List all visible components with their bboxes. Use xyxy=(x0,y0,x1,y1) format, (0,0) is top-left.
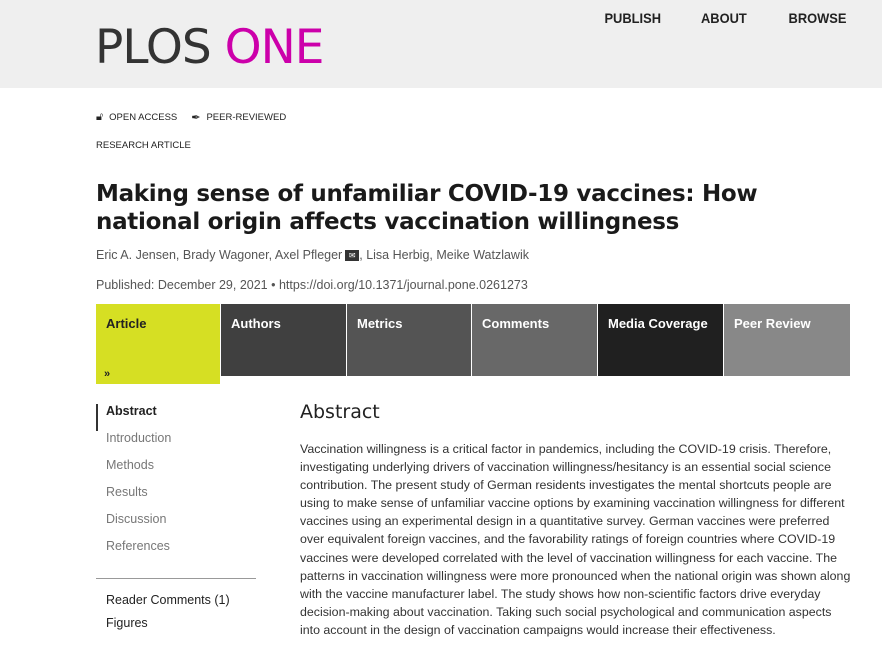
toc-discussion[interactable]: Discussion xyxy=(106,512,167,526)
tab-metrics[interactable]: Metrics xyxy=(347,304,471,376)
publication-info: Published: December 29, 2021 • https://d… xyxy=(96,278,528,292)
table-of-contents: Abstract Introduction Methods Results Di… xyxy=(96,404,256,639)
published-date: Published: December 29, 2021 xyxy=(96,278,268,292)
toc-reader-comments[interactable]: Reader Comments (1) xyxy=(106,593,230,607)
site-header: PLOS ONE PUBLISH ABOUT BROWSE xyxy=(0,0,882,88)
nav-browse[interactable]: BROWSE xyxy=(788,10,847,26)
bullet-separator: • xyxy=(271,278,279,292)
toc-abstract[interactable]: Abstract xyxy=(96,404,256,431)
tab-authors[interactable]: Authors xyxy=(221,304,346,376)
tab-comments[interactable]: Comments xyxy=(472,304,597,376)
tab-media-coverage[interactable]: Media Coverage xyxy=(598,304,723,376)
nav-about[interactable]: ABOUT xyxy=(700,10,747,26)
article-title: Making sense of unfamiliar COVID-19 vacc… xyxy=(96,181,758,235)
author-link[interactable]: Eric A. Jensen xyxy=(96,248,176,262)
nav-publish[interactable]: PUBLISH xyxy=(604,10,661,26)
open-access-label[interactable]: OPEN ACCESS xyxy=(109,112,178,123)
toc-references[interactable]: References xyxy=(106,539,170,553)
author-list: Eric A. Jensen, Brady Wagoner, Axel Pfle… xyxy=(96,248,529,262)
author-link[interactable]: Meike Watzlawik xyxy=(436,248,529,262)
toc-introduction[interactable]: Introduction xyxy=(106,431,172,445)
doi-link[interactable]: https://doi.org/10.1371/journal.pone.026… xyxy=(278,278,528,292)
open-lock-icon: 🔓︎ xyxy=(96,111,104,123)
email-icon[interactable]: ✉ xyxy=(345,250,360,262)
tab-peer-review[interactable]: Peer Review xyxy=(724,304,850,376)
toc-methods[interactable]: Methods xyxy=(106,458,154,472)
author-link[interactable]: Brady Wagoner xyxy=(182,248,269,262)
abstract-text: Vaccination willingness is a critical fa… xyxy=(300,442,851,637)
plos-one-logo[interactable]: PLOS ONE xyxy=(95,20,324,75)
pen-icon: ✒ xyxy=(191,112,201,124)
toc-results[interactable]: Results xyxy=(106,485,148,499)
article-badges: 🔓︎ OPEN ACCESS ✒ PEER-REVIEWED xyxy=(96,111,292,124)
divider xyxy=(96,578,256,579)
author-link[interactable]: Axel Pfleger xyxy=(274,248,343,262)
tab-article[interactable]: Article » xyxy=(96,304,220,384)
author-link[interactable]: Lisa Herbig xyxy=(366,248,430,262)
abstract-heading: Abstract xyxy=(300,401,380,423)
article-type: RESEARCH ARTICLE xyxy=(96,140,191,151)
peer-reviewed-label[interactable]: PEER-REVIEWED xyxy=(206,112,287,123)
toc-figures[interactable]: Figures xyxy=(106,616,148,630)
double-chevron-down-icon: » xyxy=(104,368,111,380)
